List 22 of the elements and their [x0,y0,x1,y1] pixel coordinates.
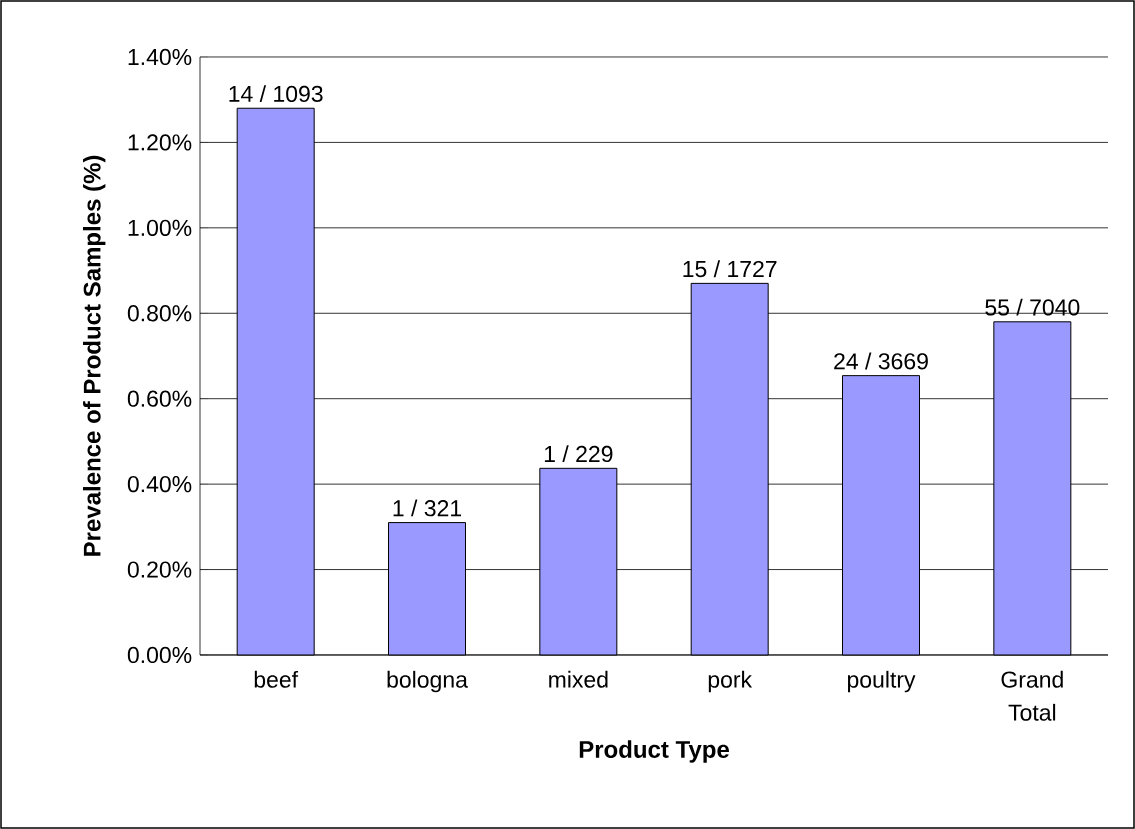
y-tick-label: 1.20% [128,134,192,151]
y-tick-label: 0.20% [127,561,192,578]
annotation: 24 / 3669 [834,352,928,370]
x-axis-title: Product Type [579,740,729,763]
x-tick-label: poultry [847,670,916,693]
annotation: 1 / 321 [393,499,462,517]
annotation: 55 / 7040 [985,298,1080,316]
y-tick-label: 0.60% [127,390,192,407]
x-tick-label: Grand Total [1001,670,1063,721]
annotation: 14 / 1093 [229,85,323,103]
annotation: 15 / 1727 [683,260,777,278]
y-tick-label: 0.80% [127,305,192,322]
x-tick-label: mixed [549,670,608,688]
x-tick-label: beef [254,670,299,688]
y-tick-label: 0.00% [127,646,192,664]
y-tick-label: 1.00% [128,219,192,236]
x-tick-label: pork [708,670,753,693]
x-tick-label: bologna [387,670,468,693]
y-axis-title: Prevalence of Product Samples (%) [83,155,106,556]
y-tick-label: 1.40% [128,48,192,66]
annotation: 1 / 229 [544,445,613,463]
y-tick-label: 0.40% [127,475,192,493]
